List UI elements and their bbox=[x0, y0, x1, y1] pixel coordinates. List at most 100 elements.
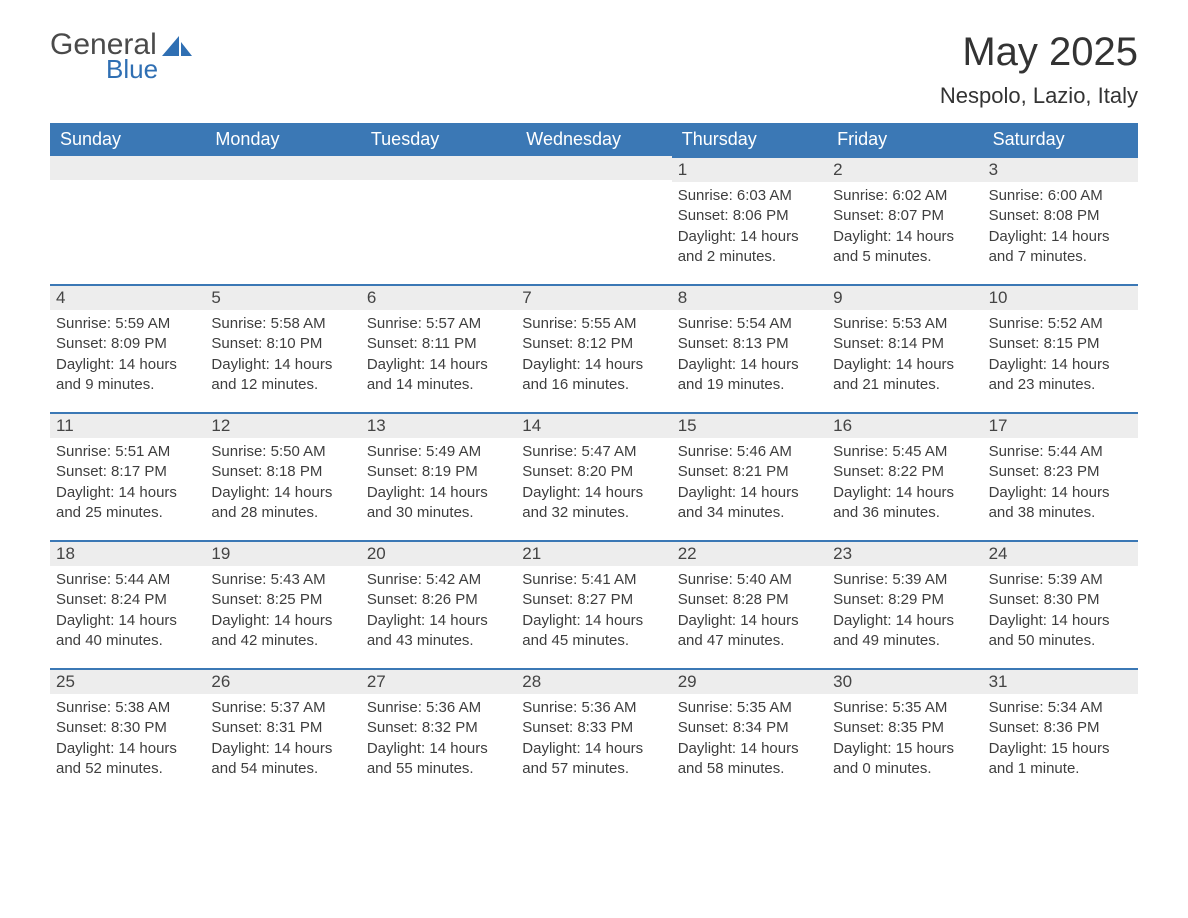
day-info: Sunrise: 5:43 AMSunset: 8:25 PMDaylight:… bbox=[211, 570, 354, 651]
day-info: Sunrise: 5:51 AMSunset: 8:17 PMDaylight:… bbox=[56, 442, 199, 523]
daylight-text: Daylight: 14 hours and 52 minutes. bbox=[56, 739, 199, 780]
day-info: Sunrise: 5:39 AMSunset: 8:30 PMDaylight:… bbox=[989, 570, 1132, 651]
day-info: Sunrise: 5:49 AMSunset: 8:19 PMDaylight:… bbox=[367, 442, 510, 523]
daylight-text: Daylight: 14 hours and 34 minutes. bbox=[678, 483, 821, 524]
day-info: Sunrise: 5:59 AMSunset: 8:09 PMDaylight:… bbox=[56, 314, 199, 395]
daylight-text: Daylight: 14 hours and 57 minutes. bbox=[522, 739, 665, 780]
sunrise-text: Sunrise: 5:58 AM bbox=[211, 314, 354, 334]
day-info: Sunrise: 5:44 AMSunset: 8:24 PMDaylight:… bbox=[56, 570, 199, 651]
sunset-text: Sunset: 8:08 PM bbox=[989, 206, 1132, 226]
day-number: 19 bbox=[205, 540, 360, 566]
day-cell: 15Sunrise: 5:46 AMSunset: 8:21 PMDayligh… bbox=[672, 412, 827, 531]
week-row: 25Sunrise: 5:38 AMSunset: 8:30 PMDayligh… bbox=[50, 668, 1138, 796]
day-number: 9 bbox=[827, 284, 982, 310]
weekday-label: Monday bbox=[205, 123, 360, 156]
sunset-text: Sunset: 8:18 PM bbox=[211, 462, 354, 482]
day-cell: 13Sunrise: 5:49 AMSunset: 8:19 PMDayligh… bbox=[361, 412, 516, 531]
daylight-text: Daylight: 14 hours and 45 minutes. bbox=[522, 611, 665, 652]
location: Nespolo, Lazio, Italy bbox=[940, 83, 1138, 109]
sunrise-text: Sunrise: 5:43 AM bbox=[211, 570, 354, 590]
day-cell bbox=[50, 156, 205, 192]
sunrise-text: Sunrise: 5:38 AM bbox=[56, 698, 199, 718]
day-info: Sunrise: 5:39 AMSunset: 8:29 PMDaylight:… bbox=[833, 570, 976, 651]
day-number: 12 bbox=[205, 412, 360, 438]
day-info: Sunrise: 5:42 AMSunset: 8:26 PMDaylight:… bbox=[367, 570, 510, 651]
logo-sail-icon bbox=[162, 34, 194, 65]
sunrise-text: Sunrise: 5:53 AM bbox=[833, 314, 976, 334]
day-cell: 25Sunrise: 5:38 AMSunset: 8:30 PMDayligh… bbox=[50, 668, 205, 787]
week-row: 1Sunrise: 6:03 AMSunset: 8:06 PMDaylight… bbox=[50, 156, 1138, 284]
sunrise-text: Sunrise: 5:44 AM bbox=[56, 570, 199, 590]
sunrise-text: Sunrise: 5:37 AM bbox=[211, 698, 354, 718]
day-cell: 14Sunrise: 5:47 AMSunset: 8:20 PMDayligh… bbox=[516, 412, 671, 531]
sunrise-text: Sunrise: 5:47 AM bbox=[522, 442, 665, 462]
sunset-text: Sunset: 8:36 PM bbox=[989, 718, 1132, 738]
day-number: 1 bbox=[672, 156, 827, 182]
day-cell: 30Sunrise: 5:35 AMSunset: 8:35 PMDayligh… bbox=[827, 668, 982, 787]
day-info: Sunrise: 5:58 AMSunset: 8:10 PMDaylight:… bbox=[211, 314, 354, 395]
daylight-text: Daylight: 14 hours and 21 minutes. bbox=[833, 355, 976, 396]
sunrise-text: Sunrise: 5:59 AM bbox=[56, 314, 199, 334]
day-number: 18 bbox=[50, 540, 205, 566]
sunrise-text: Sunrise: 5:34 AM bbox=[989, 698, 1132, 718]
day-cell bbox=[205, 156, 360, 192]
sunrise-text: Sunrise: 5:50 AM bbox=[211, 442, 354, 462]
day-info: Sunrise: 5:45 AMSunset: 8:22 PMDaylight:… bbox=[833, 442, 976, 523]
daylight-text: Daylight: 14 hours and 47 minutes. bbox=[678, 611, 821, 652]
sunset-text: Sunset: 8:17 PM bbox=[56, 462, 199, 482]
day-number: 8 bbox=[672, 284, 827, 310]
day-cell: 24 Sunrise: 5:39 AMSunset: 8:30 PMDayligh… bbox=[983, 540, 1138, 659]
day-cell: 5Sunrise: 5:58 AMSunset: 8:10 PMDaylight… bbox=[205, 284, 360, 403]
weekday-label: Thursday bbox=[672, 123, 827, 156]
sunrise-text: Sunrise: 5:39 AM bbox=[989, 570, 1132, 590]
sunset-text: Sunset: 8:10 PM bbox=[211, 334, 354, 354]
day-number: 25 bbox=[50, 668, 205, 694]
logo: General Blue bbox=[50, 30, 194, 82]
day-number: 7 bbox=[516, 284, 671, 310]
day-cell: 11Sunrise: 5:51 AMSunset: 8:17 PMDayligh… bbox=[50, 412, 205, 531]
daylight-text: Daylight: 14 hours and 55 minutes. bbox=[367, 739, 510, 780]
sunset-text: Sunset: 8:07 PM bbox=[833, 206, 976, 226]
day-cell: 12Sunrise: 5:50 AMSunset: 8:18 PMDayligh… bbox=[205, 412, 360, 531]
sunset-text: Sunset: 8:22 PM bbox=[833, 462, 976, 482]
daylight-text: Daylight: 14 hours and 40 minutes. bbox=[56, 611, 199, 652]
day-cell: 23Sunrise: 5:39 AMSunset: 8:29 PMDayligh… bbox=[827, 540, 982, 659]
daylight-text: Daylight: 14 hours and 38 minutes. bbox=[989, 483, 1132, 524]
sunset-text: Sunset: 8:15 PM bbox=[989, 334, 1132, 354]
sunset-text: Sunset: 8:13 PM bbox=[678, 334, 821, 354]
day-cell bbox=[361, 156, 516, 192]
daylight-text: Daylight: 14 hours and 54 minutes. bbox=[211, 739, 354, 780]
day-number: 20 bbox=[361, 540, 516, 566]
day-info: Sunrise: 5:35 AMSunset: 8:34 PMDaylight:… bbox=[678, 698, 821, 779]
calendar: SundayMondayTuesdayWednesdayThursdayFrid… bbox=[50, 123, 1138, 796]
sunrise-text: Sunrise: 5:51 AM bbox=[56, 442, 199, 462]
day-cell: 2Sunrise: 6:02 AMSunset: 8:07 PMDaylight… bbox=[827, 156, 982, 275]
weekday-label: Sunday bbox=[50, 123, 205, 156]
day-number: 26 bbox=[205, 668, 360, 694]
sunrise-text: Sunrise: 5:49 AM bbox=[367, 442, 510, 462]
day-cell: 21Sunrise: 5:41 AMSunset: 8:27 PMDayligh… bbox=[516, 540, 671, 659]
day-cell: 9Sunrise: 5:53 AMSunset: 8:14 PMDaylight… bbox=[827, 284, 982, 403]
day-number: 2 bbox=[827, 156, 982, 182]
sunrise-text: Sunrise: 6:00 AM bbox=[989, 186, 1132, 206]
day-number: 24 bbox=[983, 540, 1138, 566]
daylight-text: Daylight: 14 hours and 2 minutes. bbox=[678, 227, 821, 268]
daylight-text: Daylight: 14 hours and 49 minutes. bbox=[833, 611, 976, 652]
daylight-text: Daylight: 14 hours and 19 minutes. bbox=[678, 355, 821, 396]
sunset-text: Sunset: 8:31 PM bbox=[211, 718, 354, 738]
sunrise-text: Sunrise: 5:39 AM bbox=[833, 570, 976, 590]
sunrise-text: Sunrise: 5:45 AM bbox=[833, 442, 976, 462]
header: General Blue May 2025 Nespolo, Lazio, It… bbox=[50, 30, 1138, 109]
day-cell: 19 Sunrise: 5:43 AMSunset: 8:25 PMDayligh… bbox=[205, 540, 360, 659]
sunrise-text: Sunrise: 5:54 AM bbox=[678, 314, 821, 334]
daylight-text: Daylight: 14 hours and 58 minutes. bbox=[678, 739, 821, 780]
day-number: 14 bbox=[516, 412, 671, 438]
weekday-label: Friday bbox=[827, 123, 982, 156]
daylight-text: Daylight: 14 hours and 42 minutes. bbox=[211, 611, 354, 652]
sunset-text: Sunset: 8:33 PM bbox=[522, 718, 665, 738]
day-number: 22 bbox=[672, 540, 827, 566]
day-info: Sunrise: 5:57 AMSunset: 8:11 PMDaylight:… bbox=[367, 314, 510, 395]
day-cell: 27Sunrise: 5:36 AMSunset: 8:32 PMDayligh… bbox=[361, 668, 516, 787]
sunset-text: Sunset: 8:24 PM bbox=[56, 590, 199, 610]
month-title: May 2025 bbox=[940, 30, 1138, 75]
